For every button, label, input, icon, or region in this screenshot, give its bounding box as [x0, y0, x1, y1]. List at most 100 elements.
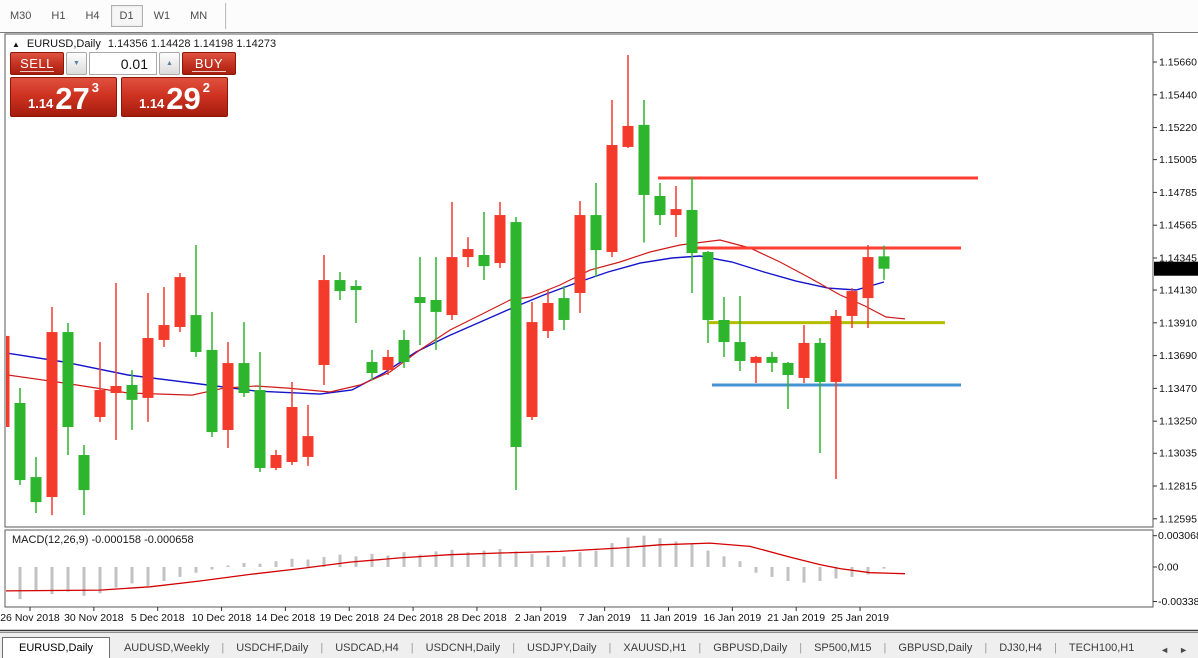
- candle-body: [382, 356, 394, 371]
- candle-body: [798, 342, 810, 378]
- timeframe-button-mn[interactable]: MN: [181, 5, 216, 27]
- buy-price-big: 29: [166, 80, 201, 116]
- candle-body: [622, 125, 634, 147]
- chart-tab-audusd-weekly[interactable]: AUDUSD,Weekly: [123, 642, 210, 654]
- date-tick-label: 7 Jan 2019: [579, 612, 631, 624]
- price-tick-label: 1.13910: [1159, 317, 1197, 329]
- price-tick-label: 1.14345: [1159, 252, 1197, 264]
- candle-body: [254, 390, 266, 468]
- chart-tab-eurusd-daily[interactable]: EURUSD,Daily: [2, 637, 110, 658]
- timeframe-button-w1[interactable]: W1: [145, 5, 180, 27]
- timeframe-button-h4[interactable]: H4: [76, 5, 108, 27]
- candle-body: [830, 315, 842, 382]
- macd-signal-line: [6, 542, 906, 592]
- date-tick-label: 10 Dec 2018: [192, 612, 252, 624]
- candle-body: [302, 436, 314, 457]
- candle-body: [366, 362, 378, 374]
- buy-button[interactable]: BUY: [182, 52, 236, 75]
- price-tick-label: 1.13690: [1159, 350, 1197, 362]
- chart-tab-tech100-h1[interactable]: TECH100,H1: [1068, 642, 1135, 654]
- candle-body: [174, 277, 186, 327]
- buy-price-tile[interactable]: 1.14 29 2: [121, 77, 228, 117]
- chart-tab-usdjpy-daily[interactable]: USDJPY,Daily: [527, 642, 597, 654]
- symbol-marker-icon: ▲: [12, 39, 20, 49]
- sell-price-pipette: 3: [91, 80, 100, 95]
- date-tick-label: 16 Jan 2019: [703, 612, 761, 624]
- tab-separator: |: [984, 642, 988, 654]
- price-tick-label: 1.14785: [1159, 187, 1197, 199]
- price-tick-label: 1.12595: [1159, 513, 1197, 525]
- tab-separator: |: [883, 642, 887, 654]
- buy-price-pipette: 2: [202, 80, 211, 95]
- candle-body: [638, 124, 650, 195]
- date-tick-label: 21 Jan 2019: [767, 612, 825, 624]
- candle-body: [238, 363, 250, 394]
- candle-body: [686, 209, 698, 254]
- date-tick-label: 28 Dec 2018: [447, 612, 507, 624]
- date-axis: 26 Nov 2018 30 Nov 2018 5 Dec 2018 10 Dec 2…: [0, 607, 889, 624]
- candle-body: [270, 455, 282, 468]
- chart-plot: 1.156601.154401.152201.150051.147851.145…: [0, 33, 1198, 632]
- candle-body: [766, 356, 778, 363]
- chevron-down-icon: ▼: [73, 60, 80, 67]
- chart-tab-gbpusd-daily[interactable]: GBPUSD,Daily: [898, 642, 973, 654]
- macd-tick-label: 0.00: [1158, 562, 1179, 574]
- sell-price-big: 27: [55, 80, 90, 116]
- chart-tab-usdchf-daily[interactable]: USDCHF,Daily: [236, 642, 309, 654]
- candle-body: [334, 280, 346, 292]
- candle-body: [46, 332, 58, 498]
- candle-body: [94, 390, 106, 418]
- tab-separator: |: [608, 642, 612, 654]
- macd-indicator-label: MACD(12,26,9) -0.000158 -0.000658: [12, 534, 194, 546]
- chart-tab-usdcad-h4[interactable]: USDCAD,H4: [335, 642, 399, 654]
- candle-body: [862, 257, 874, 299]
- candle-body: [574, 215, 586, 294]
- timeframe-button-m30[interactable]: M30: [1, 5, 40, 27]
- candle-body: [670, 209, 682, 216]
- tab-separator: |: [320, 642, 324, 654]
- candle-body: [206, 349, 218, 433]
- candle-body: [110, 386, 122, 394]
- price-tick-label: 1.15660: [1159, 57, 1197, 69]
- candles-plot: [6, 54, 978, 516]
- chart-tab-xauusd-h1[interactable]: XAUUSD,H1: [623, 642, 687, 654]
- tab-scroll-left-icon[interactable]: ◄: [1160, 645, 1170, 655]
- price-tick-label: 1.13470: [1159, 383, 1197, 395]
- volume-input[interactable]: [89, 52, 157, 75]
- candle-body: [30, 477, 42, 503]
- sell-button[interactable]: SELL: [10, 52, 64, 75]
- date-tick-label: 19 Dec 2018: [319, 612, 379, 624]
- tab-separator: |: [799, 642, 803, 654]
- candle-body: [142, 338, 154, 398]
- one-click-trading-panel: SELL ▼ ▲ BUY 1.14 27 3 1.14 29 2: [10, 52, 236, 119]
- chart-tab-sp500-m15[interactable]: SP500,M15: [814, 642, 872, 654]
- candle-body: [718, 319, 730, 343]
- timeframe-button-d1[interactable]: D1: [110, 5, 143, 27]
- candle-body: [14, 402, 26, 481]
- toolbar-separator: [225, 3, 228, 29]
- tab-separator: |: [698, 642, 702, 654]
- tab-scroll-controls: ◄ ►: [1150, 645, 1198, 658]
- volume-increase-button[interactable]: ▲: [159, 52, 180, 75]
- price-tick-label: 1.12815: [1159, 481, 1197, 493]
- candle-body: [318, 280, 330, 365]
- buy-price-prefix: 1.14: [138, 95, 165, 111]
- tab-scroll-right-icon[interactable]: ►: [1179, 645, 1188, 655]
- date-tick-label: 2 Jan 2019: [515, 612, 567, 624]
- price-tick-label: 1.14565: [1159, 220, 1197, 232]
- chart-ohlc-readout: 1.14356 1.14428 1.14198 1.14273: [107, 38, 277, 50]
- chart-tab-gbpusd-daily[interactable]: GBPUSD,Daily: [713, 642, 788, 654]
- candle-body: [158, 325, 170, 340]
- chart-tab-dj30-h4[interactable]: DJ30,H4: [999, 642, 1043, 654]
- sell-price-tile[interactable]: 1.14 27 3: [10, 77, 117, 117]
- chart-tab-usdcnh-daily[interactable]: USDCNH,Daily: [425, 642, 501, 654]
- candle-body: [814, 342, 826, 382]
- candle-body: [414, 297, 426, 303]
- tab-separator: |: [512, 642, 516, 654]
- price-tick-label: 1.15440: [1159, 89, 1197, 101]
- candle-body: [654, 195, 666, 216]
- volume-decrease-button[interactable]: ▼: [66, 52, 87, 75]
- timeframe-button-h1[interactable]: H1: [42, 5, 74, 27]
- candle-body: [878, 256, 890, 269]
